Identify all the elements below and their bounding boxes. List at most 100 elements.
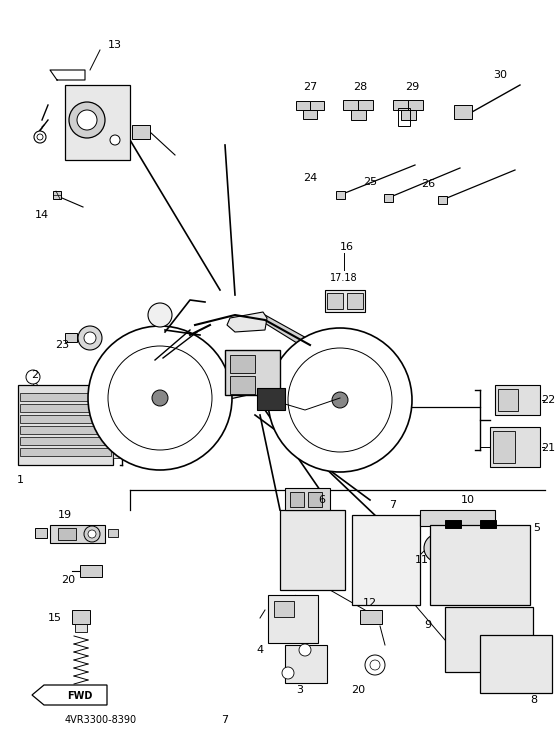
- Bar: [35, 528, 47, 538]
- Bar: [65, 85, 130, 160]
- Circle shape: [424, 534, 452, 562]
- Text: 13: 13: [108, 40, 122, 50]
- Bar: [420, 510, 495, 526]
- Circle shape: [78, 326, 102, 350]
- Circle shape: [332, 392, 348, 408]
- Bar: [230, 355, 255, 373]
- Bar: [445, 607, 533, 672]
- Bar: [398, 108, 410, 126]
- Text: 15: 15: [48, 613, 62, 623]
- Text: 24: 24: [303, 173, 317, 183]
- Bar: [285, 645, 327, 683]
- Bar: [347, 293, 363, 309]
- Text: 22: 22: [541, 395, 555, 405]
- Text: 1: 1: [16, 475, 24, 485]
- Bar: [75, 624, 87, 632]
- Text: 26: 26: [421, 179, 435, 189]
- Text: 23: 23: [55, 340, 69, 350]
- Bar: [296, 101, 310, 110]
- Polygon shape: [32, 685, 107, 705]
- Text: 14: 14: [35, 210, 49, 220]
- Circle shape: [88, 530, 96, 538]
- Polygon shape: [310, 340, 355, 362]
- Bar: [285, 488, 330, 510]
- Bar: [113, 422, 121, 436]
- Bar: [358, 100, 373, 110]
- Circle shape: [69, 102, 105, 138]
- Bar: [495, 385, 540, 415]
- Text: 16: 16: [340, 242, 354, 252]
- Bar: [268, 595, 318, 643]
- Bar: [113, 400, 121, 414]
- Bar: [454, 105, 472, 119]
- Bar: [336, 191, 345, 199]
- Polygon shape: [227, 312, 267, 332]
- Bar: [257, 388, 285, 410]
- Bar: [20, 426, 111, 434]
- Circle shape: [282, 667, 294, 679]
- Text: 4: 4: [256, 645, 264, 655]
- Bar: [343, 100, 358, 110]
- Bar: [113, 444, 121, 458]
- Text: 2: 2: [31, 370, 39, 380]
- Circle shape: [34, 131, 46, 143]
- Circle shape: [365, 655, 385, 675]
- Bar: [445, 520, 461, 528]
- Text: 29: 29: [405, 82, 419, 92]
- Text: 17.18: 17.18: [330, 273, 358, 283]
- Text: 30: 30: [493, 70, 507, 80]
- Bar: [230, 376, 255, 394]
- Bar: [58, 528, 76, 540]
- Text: 12: 12: [363, 598, 377, 608]
- Circle shape: [299, 644, 311, 656]
- Bar: [352, 515, 420, 605]
- Text: 9: 9: [424, 620, 432, 630]
- Circle shape: [110, 135, 120, 145]
- Bar: [408, 100, 423, 110]
- Circle shape: [77, 110, 97, 130]
- Text: 10: 10: [461, 495, 475, 505]
- Text: 11: 11: [415, 555, 429, 565]
- Bar: [280, 510, 345, 590]
- Circle shape: [268, 328, 412, 472]
- Text: 7: 7: [389, 500, 396, 510]
- Bar: [65, 333, 77, 342]
- Polygon shape: [263, 315, 325, 352]
- Circle shape: [288, 348, 392, 452]
- Bar: [274, 601, 294, 617]
- Bar: [290, 492, 304, 507]
- Bar: [72, 610, 90, 624]
- Text: 27: 27: [303, 82, 317, 92]
- Circle shape: [152, 390, 168, 406]
- Bar: [438, 196, 447, 204]
- Bar: [303, 110, 317, 119]
- Text: 25: 25: [363, 177, 377, 187]
- Circle shape: [88, 326, 232, 470]
- Bar: [480, 520, 496, 528]
- Bar: [20, 415, 111, 423]
- Bar: [490, 427, 540, 467]
- Bar: [20, 393, 111, 401]
- Bar: [384, 194, 393, 202]
- Text: 20: 20: [351, 685, 365, 695]
- Text: 19: 19: [58, 510, 72, 520]
- Bar: [393, 100, 408, 110]
- Circle shape: [108, 346, 212, 450]
- Text: 4VR3300-8390: 4VR3300-8390: [65, 715, 137, 725]
- Circle shape: [84, 526, 100, 542]
- Bar: [132, 125, 150, 139]
- Circle shape: [431, 541, 445, 555]
- Bar: [80, 565, 102, 577]
- Text: 6: 6: [319, 495, 325, 505]
- Text: 5: 5: [534, 523, 540, 533]
- Bar: [430, 525, 530, 605]
- Circle shape: [37, 134, 43, 140]
- Bar: [53, 191, 61, 199]
- Bar: [108, 529, 118, 537]
- Bar: [20, 437, 111, 445]
- Text: FWD: FWD: [67, 691, 93, 701]
- Bar: [360, 610, 382, 624]
- Bar: [325, 290, 365, 312]
- Circle shape: [148, 303, 172, 327]
- Bar: [480, 635, 552, 693]
